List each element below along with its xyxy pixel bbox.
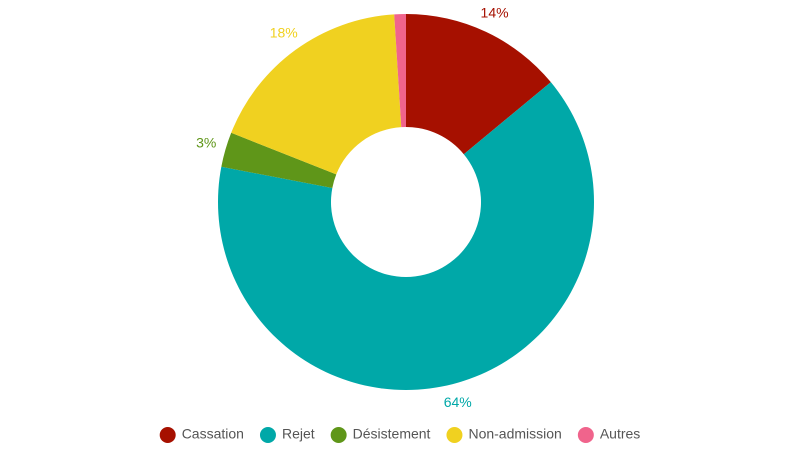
value-label: 14% xyxy=(481,4,509,20)
legend-label: Autres xyxy=(600,426,640,442)
legend-marker xyxy=(159,427,176,443)
legend-marker xyxy=(330,427,347,443)
legend-label: Non-admission xyxy=(468,426,561,442)
slice xyxy=(406,14,551,155)
slice xyxy=(218,82,595,390)
slice xyxy=(394,14,406,128)
legend-label: Rejet xyxy=(282,426,315,442)
legend-marker xyxy=(577,427,594,443)
value-label: 18% xyxy=(270,24,298,40)
value-label: 64% xyxy=(444,394,472,410)
legend-marker xyxy=(446,427,463,443)
slice xyxy=(231,14,402,175)
slice xyxy=(221,132,337,188)
legend-label: Désistement xyxy=(353,426,431,442)
legend-label: Cassation xyxy=(182,426,244,442)
legend-marker xyxy=(259,427,276,443)
value-label: 3% xyxy=(196,135,216,151)
